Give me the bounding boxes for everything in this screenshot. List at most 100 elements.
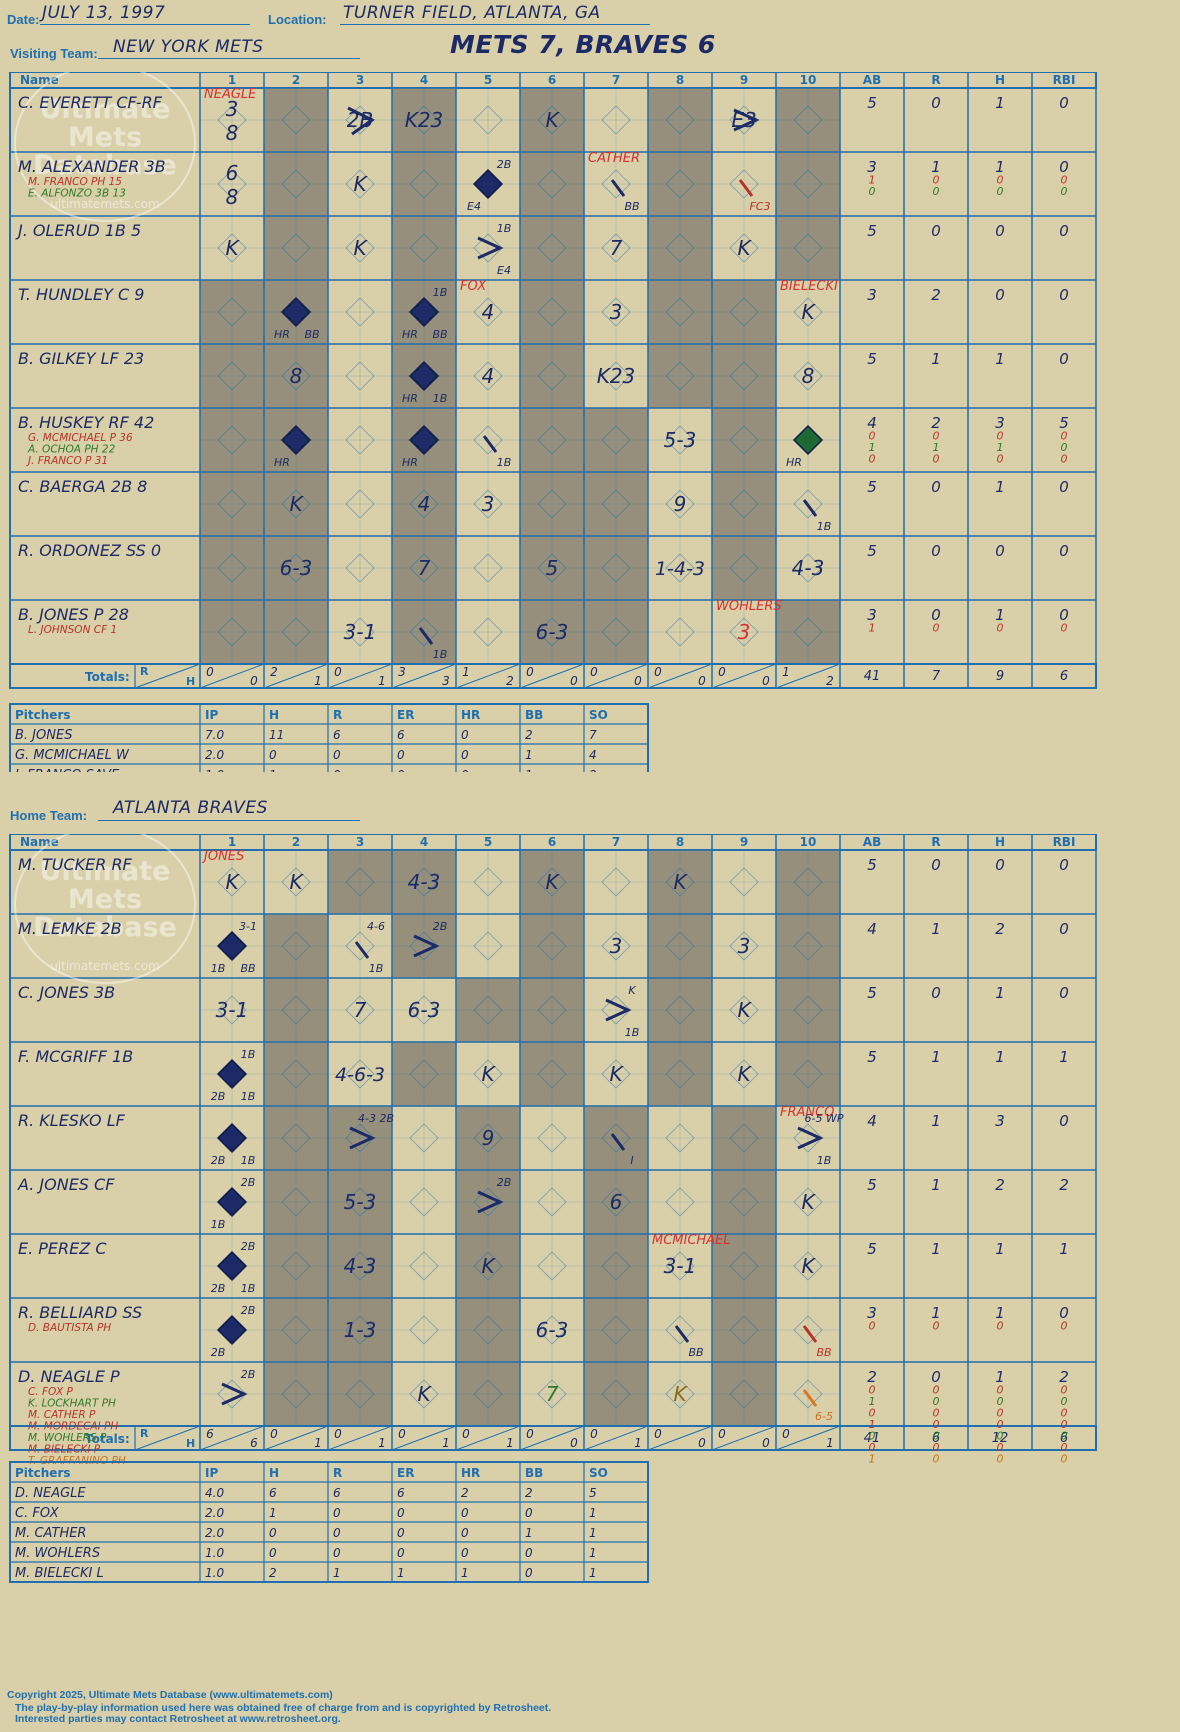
play-notation: K [673,1382,688,1406]
base-diamond [409,169,439,199]
base-diamond [537,361,567,391]
base-diamond [793,169,823,199]
base-diamond [345,233,375,263]
shaded-cell [712,1106,776,1170]
shaded-cell [776,914,840,978]
play-notation: 3 [738,620,751,644]
inning-runs-total: 1 [462,665,470,679]
player-stat: 1 [997,441,1004,454]
cell-guide-lines [520,472,584,536]
cell-guide-lines [584,536,648,600]
pitcher-stat-cell: 1.0 [205,1566,224,1580]
cell-guide-lines [328,280,392,344]
base-diamond [409,1251,439,1281]
pitcher-stat-cell: 0 [461,748,469,762]
play-detail-note: 2B [433,920,448,933]
shaded-cell [584,1170,648,1234]
cell-guide-lines [264,850,328,914]
pitcher-stat-cell: 1 [397,1566,405,1580]
base-diamond [537,233,567,263]
run-scored-diamond [472,168,504,200]
base-diamond [729,617,759,647]
pitcher-stat-cell: 4 [589,748,597,762]
player-stat: 0 [869,453,876,466]
player-stat: 0 [1061,453,1068,466]
base-diamond [473,931,503,961]
visiting-team-label: Visiting Team: [10,46,98,61]
substitute-name: M. WOHLERS P [28,1432,107,1444]
cell-guide-lines [200,600,264,664]
cell-guide-lines [584,408,648,472]
shaded-cell [712,344,776,408]
cell-guide-lines [520,1298,584,1362]
player-stat: 0 [869,1384,876,1397]
base-diamond [473,1123,503,1153]
base-diamond [729,105,759,135]
cell-guide-lines [392,1106,456,1170]
cell-guide-lines [776,216,840,280]
shaded-cell [328,1362,392,1426]
inning-runs-total: 0 [526,665,534,679]
base-diamond [665,297,695,327]
player-stat: 0 [931,1368,941,1386]
base-diamond [793,105,823,135]
cell-guide-lines [328,1170,392,1234]
pitching-change-note: WOHLERS [716,599,782,614]
pitcher-stat-cell: 7.0 [205,728,224,742]
inning-header-3: 3 [356,835,364,849]
player-stat: 4 [867,920,877,938]
cell-guide-lines [520,978,584,1042]
cell-guide-lines [328,408,392,472]
cell-guide-lines [200,472,264,536]
single-basepath [482,435,498,453]
totals-slash [711,663,777,689]
player-stat: 1 [995,606,1005,624]
player-stat: 0 [1061,622,1068,635]
pitcher-stat-cell: 6 [269,1486,277,1500]
date-label: Date: [7,12,40,27]
player-stat: 0 [1061,1384,1068,1397]
player-stat: 0 [933,1453,940,1466]
player-stat: 0 [997,1320,1004,1333]
player-stat: 0 [997,185,1004,198]
player-name: R. BELLIARD SS [18,1303,142,1322]
cell-guide-lines [520,88,584,152]
base-diamond [217,425,247,455]
player-stat: 0 [1061,185,1068,198]
shaded-cell [264,1298,328,1362]
inning-hits-total: 1 [506,1436,514,1450]
player-stat: 0 [933,1407,940,1420]
inning-runs-total: 0 [590,665,598,679]
pitcher-stat-cell: 0 [269,1546,277,1560]
player-stat: 3 [867,158,877,176]
single-basepath [738,179,754,197]
player-name: C. EVERETT CF-RF [18,93,163,112]
shaded-cell [264,88,328,152]
shaded-cell [392,850,456,914]
shaded-cell [776,152,840,216]
play-detail-right: BB [304,328,319,341]
base-diamond [729,489,759,519]
pitcher-stat-cell: 1 [269,768,277,772]
base-diamond [409,1059,439,1089]
shaded-cell [520,1042,584,1106]
base-diamond [601,995,631,1025]
cell-guide-lines [712,408,776,472]
play-notation: K [737,998,752,1022]
cell-guide-lines [328,850,392,914]
pitcher-stat-cell: 0 [333,1546,341,1560]
base-diamond [537,105,567,135]
player-stat: 1 [995,984,1005,1002]
cell-guide-lines [328,216,392,280]
pitching-change-note: CATHER [588,151,640,166]
base-diamond [409,233,439,263]
shaded-cell [776,600,840,664]
totals-slash [199,1425,265,1451]
pitcher-stat-cell: 0 [461,1506,469,1520]
pitchers-header-cell: SO [589,1466,608,1480]
totals-slash [519,663,585,689]
pitcher-stat-cell: 1 [589,1506,597,1520]
play-notation: 4-6-3 [335,1064,385,1086]
cell-guide-lines [712,978,776,1042]
